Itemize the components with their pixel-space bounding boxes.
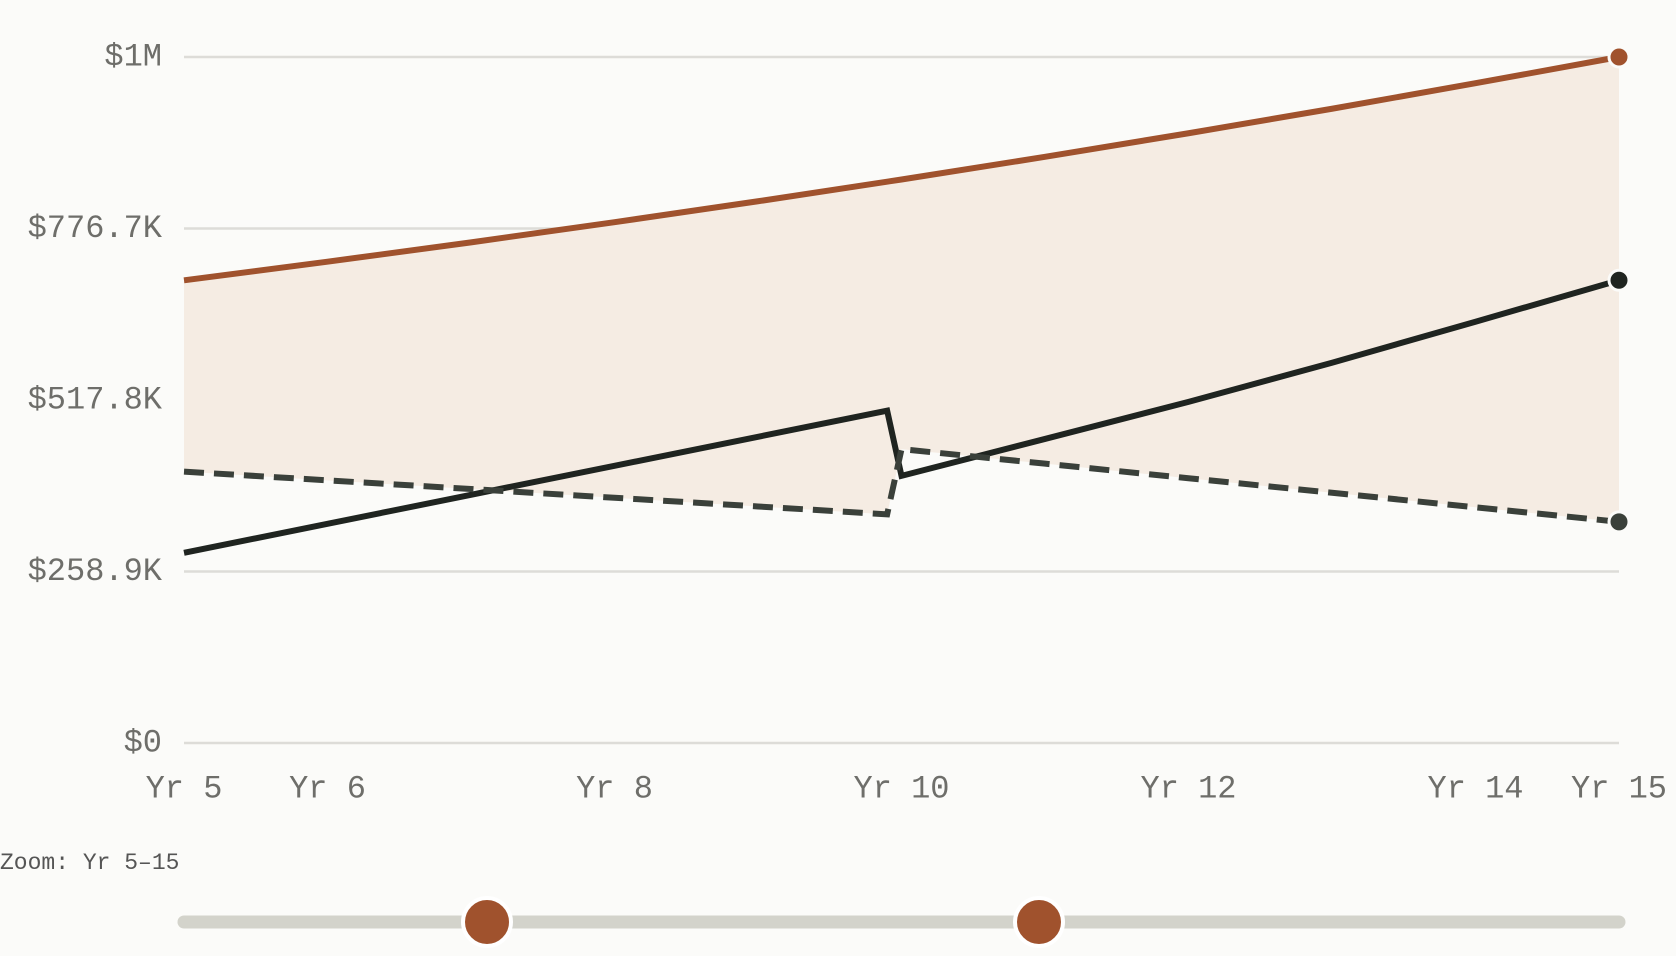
series-line	[183, 54, 1620, 284]
zoom-handle-end[interactable]	[1013, 896, 1065, 948]
x-tick-label: Yr 6	[289, 770, 366, 807]
y-tick-label: $517.8K	[28, 381, 163, 418]
end-point	[1607, 268, 1631, 292]
series-line	[183, 277, 1620, 556]
y-tick-label: $0	[124, 724, 162, 761]
band-area	[184, 57, 1619, 522]
end-point	[1607, 510, 1631, 534]
plot	[183, 45, 1631, 556]
x-tick-label: Yr 12	[1140, 770, 1236, 807]
x-tick-label: Yr 5	[146, 770, 223, 807]
y-tick-label: $776.7K	[28, 210, 163, 247]
y-tick-label: $258.9K	[28, 553, 163, 590]
x-tick-label: Yr 8	[576, 770, 653, 807]
y-tick-label: $1M	[104, 38, 162, 75]
series-line	[183, 445, 1620, 525]
x-tick-label: Yr 15	[1571, 770, 1667, 807]
x-tick-label: Yr 10	[853, 770, 949, 807]
end-point	[1607, 45, 1631, 69]
zoom-handle-start[interactable]	[461, 896, 513, 948]
zoom-label: Zoom: Yr 5–15	[0, 850, 179, 876]
x-tick-label: Yr 14	[1427, 770, 1523, 807]
